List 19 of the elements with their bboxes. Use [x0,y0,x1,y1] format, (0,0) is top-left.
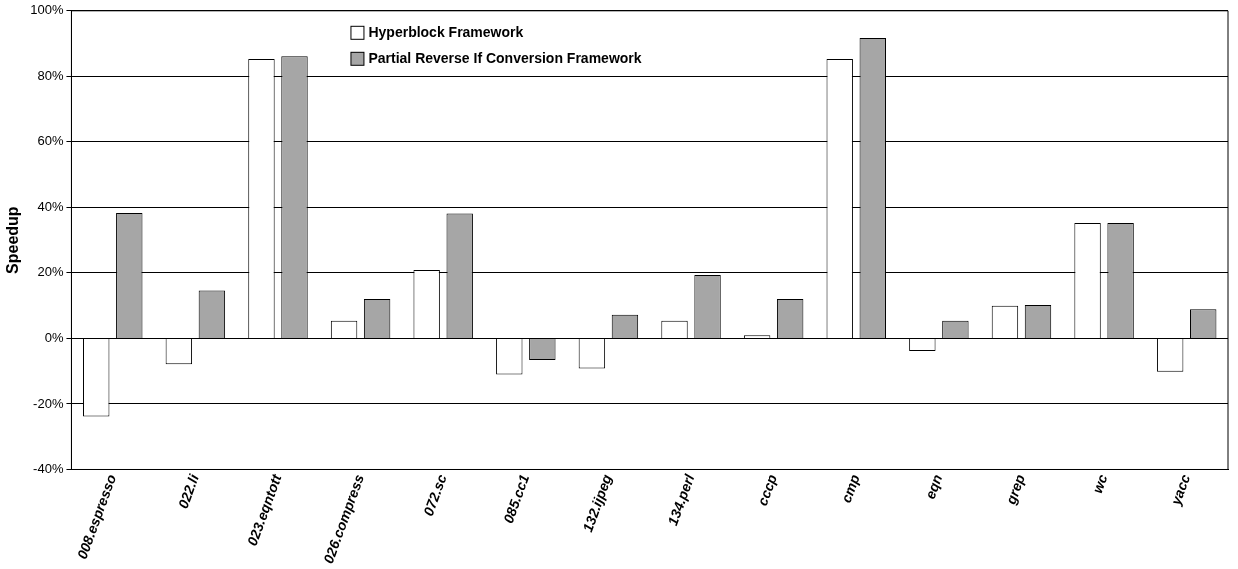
y-tick-label: 20% [37,264,64,280]
y-tick-label: -40% [33,461,64,477]
legend-label: Hyperblock Framework [368,23,524,40]
y-axis-title: Speedup [4,206,22,274]
x-tick-label: grep [1002,471,1029,508]
y-tick-label: 0% [44,330,64,346]
y-tick-label: 80% [37,67,64,83]
legend-label: Partial Reverse If Conversion Framework [368,49,642,66]
x-tick-label: cmp [837,471,863,505]
y-tick-label: 60% [37,133,64,149]
x-tick-label: wc [1089,472,1111,496]
x-tick-label: yacc [1167,472,1194,508]
y-tick-label: -20% [33,395,64,411]
x-tick-label: cccp [754,471,781,508]
x-tick-label: eqn [921,472,946,502]
x-tick-label: 072.sc [419,472,450,518]
y-tick-label: 40% [37,198,64,214]
x-tick-label: 022.li [174,471,203,511]
y-tick-label: 100% [30,2,64,18]
